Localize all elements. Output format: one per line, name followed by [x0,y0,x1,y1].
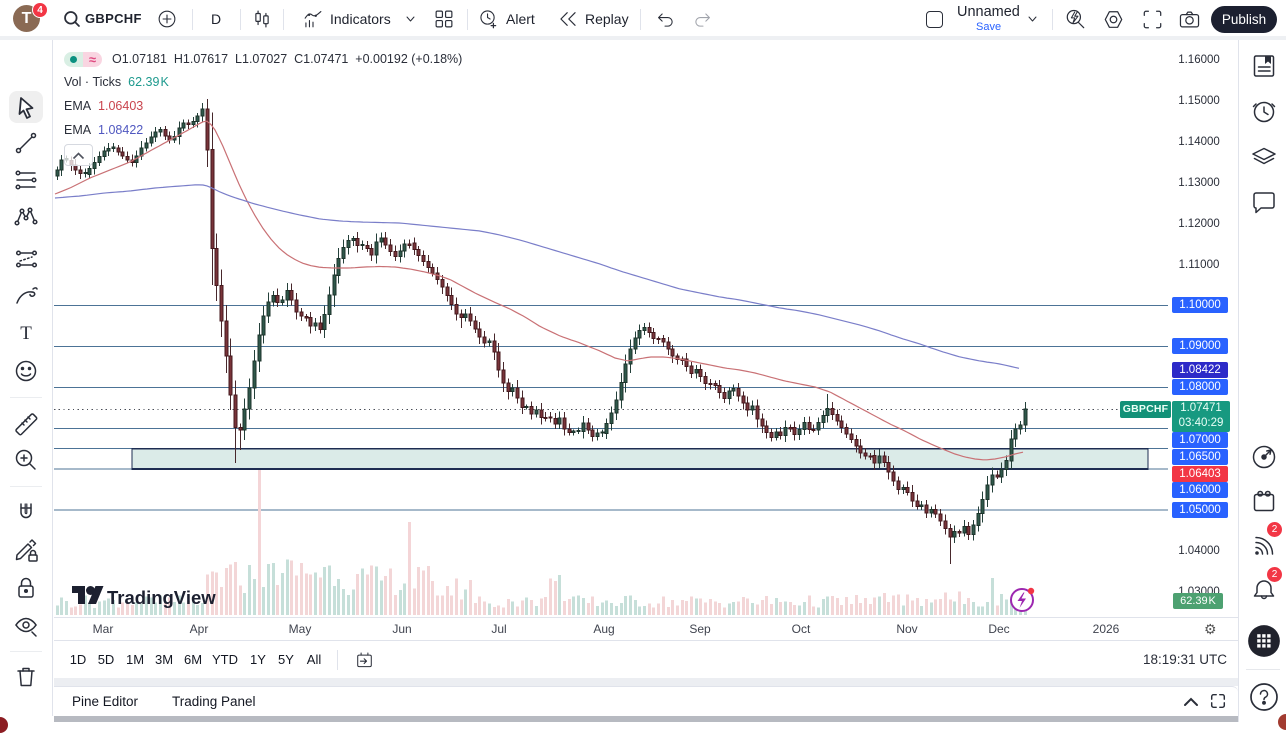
svg-text:TradingView: TradingView [107,587,216,608]
